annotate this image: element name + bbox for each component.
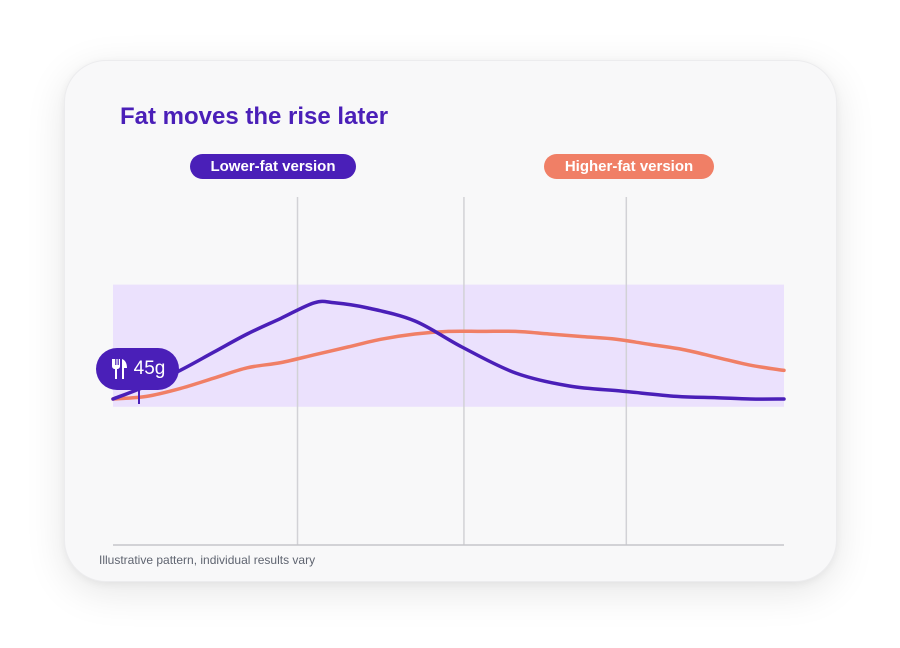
chart-title: Fat moves the rise later: [120, 103, 389, 130]
series-line-lower-fat: [111, 299, 786, 401]
legend-lower-fat: Lower-fat version: [190, 154, 356, 179]
legend-higher-fat: Higher-fat version: [544, 154, 714, 179]
meal-marker: 45g: [96, 348, 179, 390]
meal-marker-stem: [138, 388, 140, 404]
legend-lower-fat-label: Lower-fat version: [210, 158, 336, 175]
series-line-higher-fat: [111, 329, 786, 401]
footnote: Illustrative pattern, individual results…: [99, 553, 316, 567]
target-range-band: [113, 284, 784, 407]
meal-carbs-label: 45g: [133, 358, 166, 379]
legend-higher-fat-label: Higher-fat version: [564, 158, 694, 175]
fork-knife-icon: [111, 359, 127, 379]
